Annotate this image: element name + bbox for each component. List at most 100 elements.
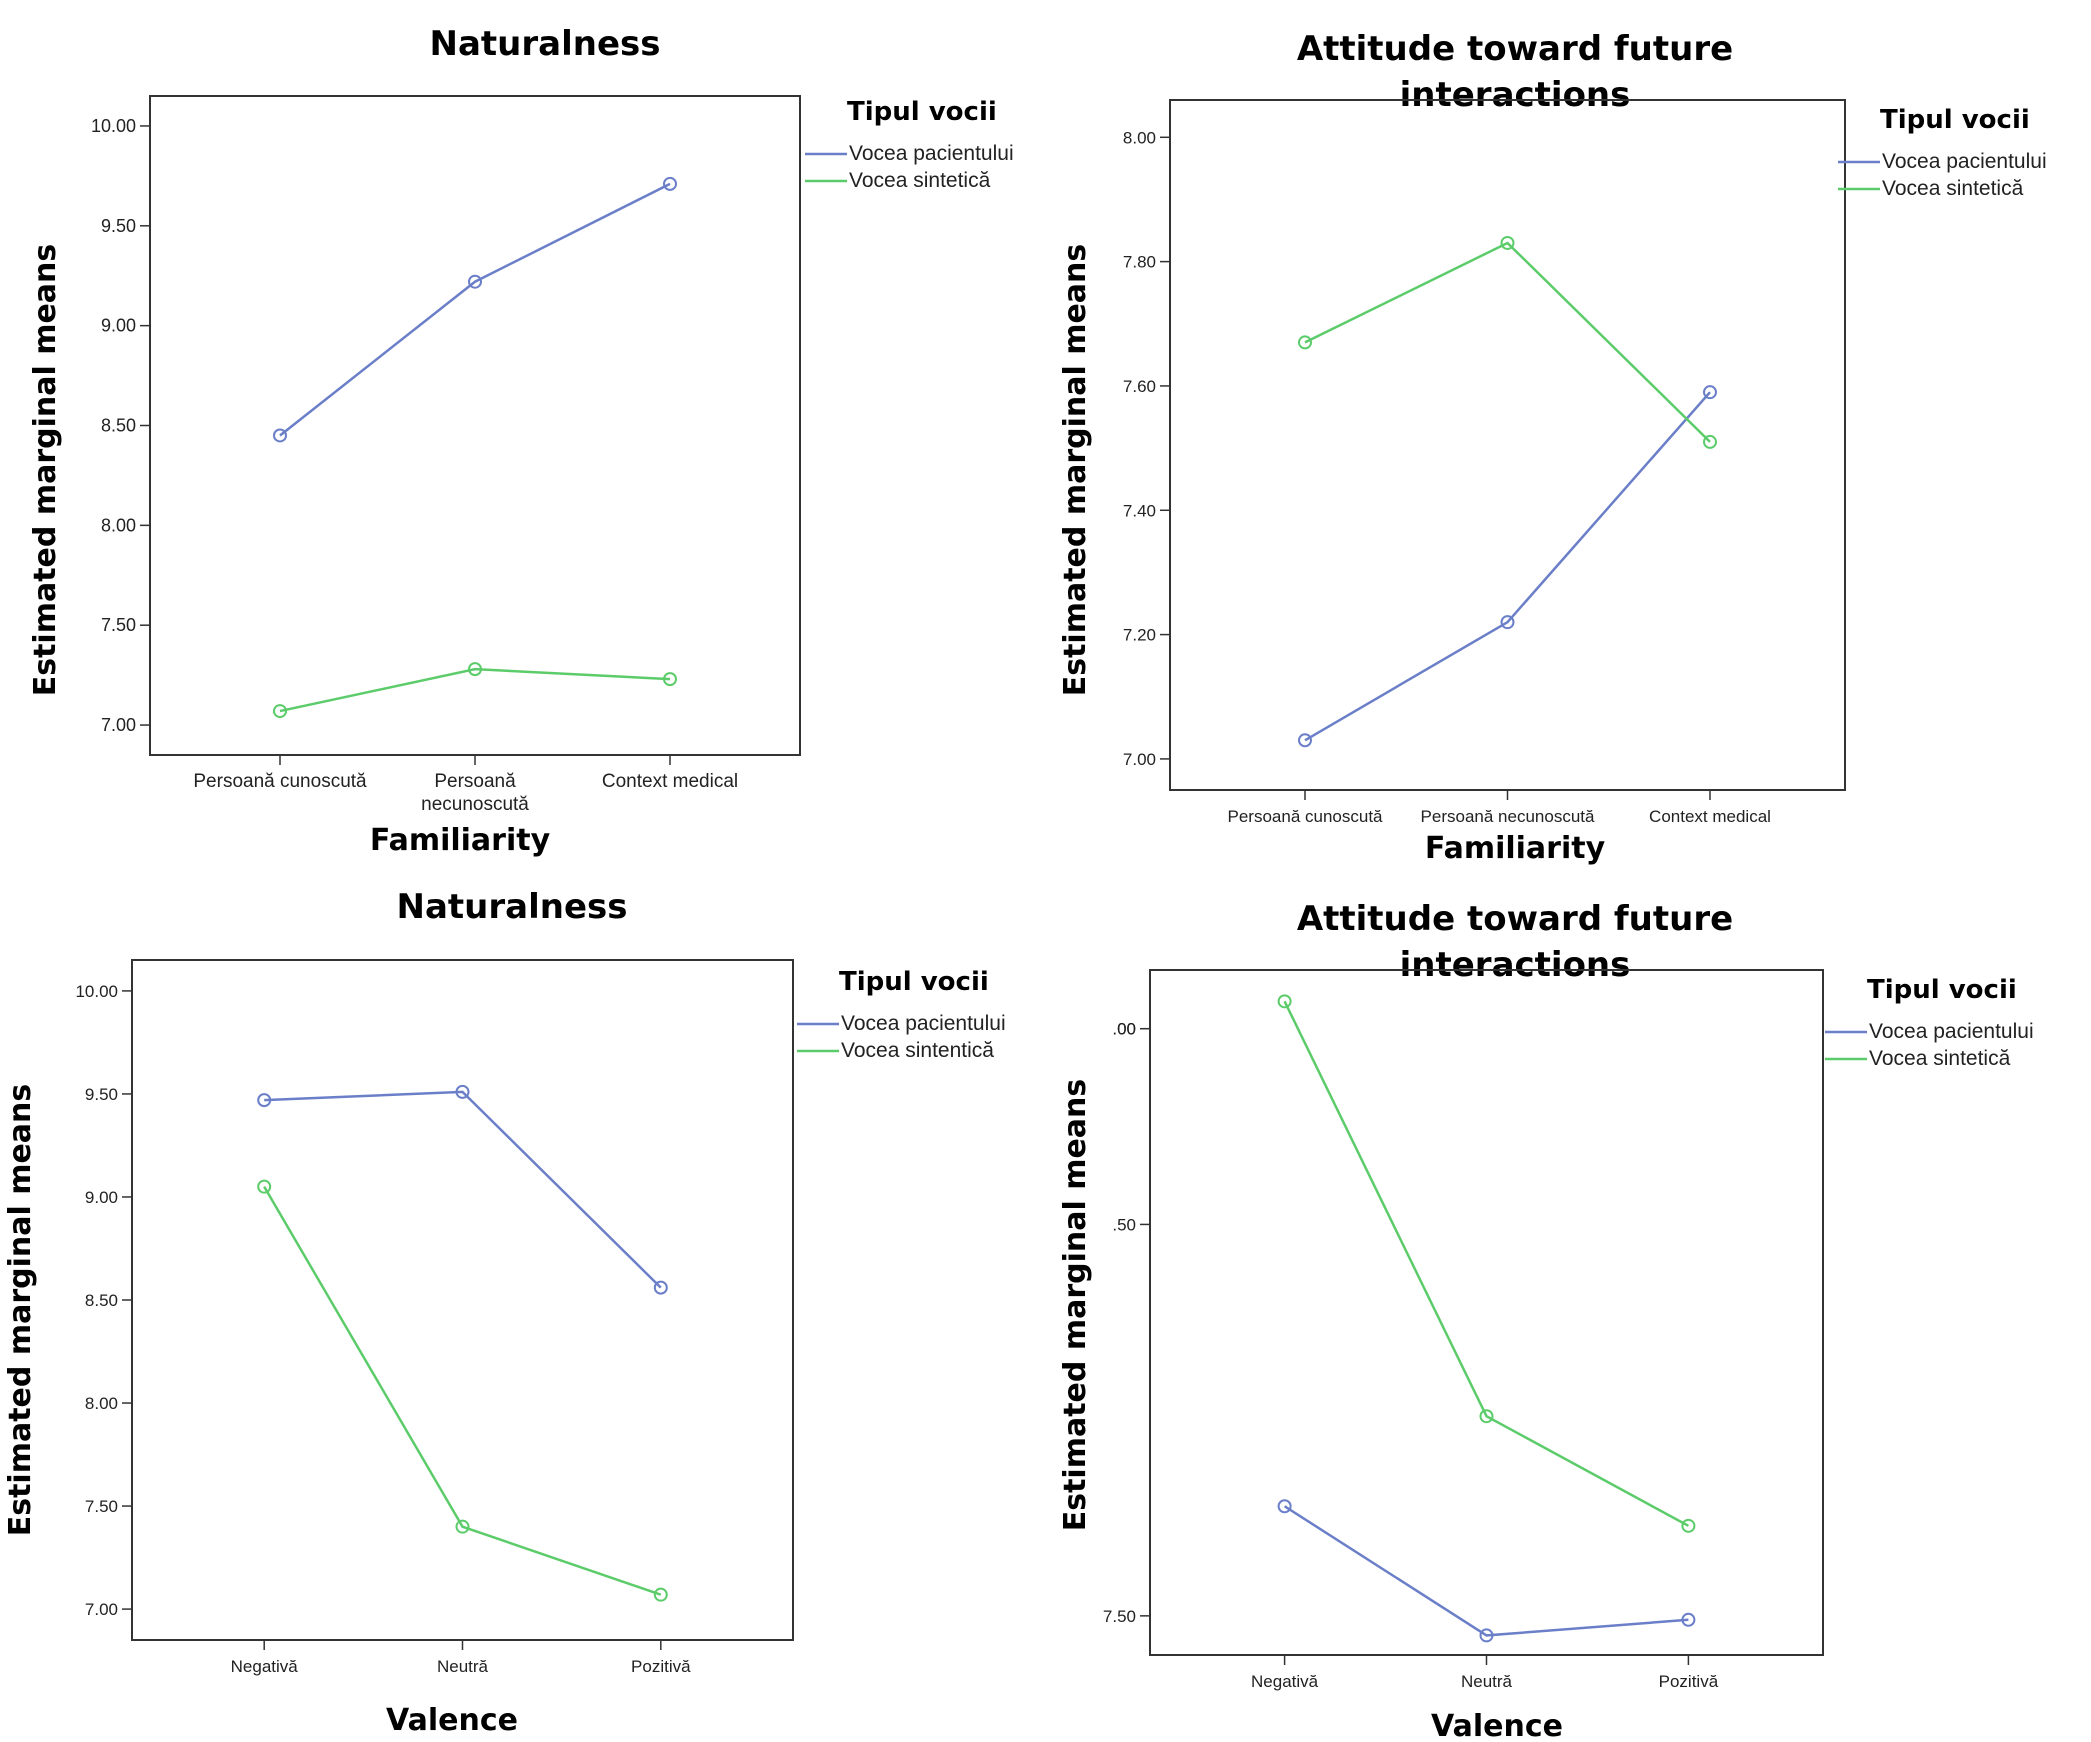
chart-title: Attitude toward future [1297, 29, 1733, 69]
y-tick-label: 7.50 [1103, 1607, 1136, 1626]
y-tick-label: 7.20 [1123, 626, 1156, 645]
chart-panel-naturalness-valence: Naturalness 7.00 7.50 8.00 8.50 9.00 9.50 10.00… [0, 870, 1045, 1742]
data-point [653, 1280, 668, 1295]
data-point [1500, 235, 1515, 250]
y-tick-label: 10.00 [91, 116, 136, 136]
y-tick-label: 7.00 [101, 715, 136, 735]
chart-title: Attitude toward future [1297, 899, 1733, 939]
x-tick-label: Negativă [1251, 1672, 1319, 1691]
data-point [1681, 1518, 1696, 1533]
y-tick-label: 8.00 [1123, 128, 1156, 147]
y-tick-label: .50 [1112, 1215, 1136, 1234]
data-point [257, 1093, 272, 1108]
data-point [1681, 1612, 1696, 1627]
x-tick-label: Persoană necunoscută [1421, 807, 1595, 826]
x-tick-label: Persoană cunoscută [1228, 807, 1384, 826]
data-point [1479, 1409, 1494, 1424]
legend-title: Tipul vocii [1880, 105, 2030, 135]
x-axis-title: Familiarity [370, 823, 551, 858]
series-line [264, 1090, 662, 1289]
series-line [1304, 391, 1711, 742]
y-tick-label: 7.00 [85, 1600, 118, 1619]
data-point [468, 662, 482, 677]
legend-entry: Vocea sintetică [1882, 177, 2024, 200]
legend-entry: Vocea sintetică [849, 169, 991, 192]
x-tick-label: necunoscută [421, 794, 529, 815]
y-tick-label: 9.00 [101, 316, 136, 336]
chart-svg: Attitude toward future interactions 7.00 7.… [1058, 29, 2047, 866]
chart-panel-attitude-valence: Attitude toward future interactions .00 .50… [1045, 870, 2091, 1742]
data-point [1703, 385, 1717, 400]
legend-entry: Vocea sintentică [841, 1039, 994, 1062]
y-tick-label: 7.40 [1123, 501, 1156, 520]
data-point [455, 1519, 470, 1534]
x-tick-label: Neutră [1461, 1672, 1513, 1691]
legend-title: Tipul vocii [847, 97, 997, 127]
y-tick-label: 7.50 [101, 615, 136, 635]
chart-title: interactions [1400, 75, 1631, 115]
x-tick-label: Neutră [437, 1657, 489, 1676]
data-point [653, 1587, 668, 1602]
x-tick-label: Persoană [434, 771, 516, 792]
chart-svg: Naturalness 7.00 7.50 8.00 8.50 9.00 9.50 10.00… [3, 887, 1006, 1738]
series-line [279, 667, 671, 713]
data-point [663, 672, 677, 687]
x-tick-label: Pozitivă [1659, 1672, 1719, 1691]
data-point [1703, 434, 1717, 449]
y-axis-title: Estimated marginal means [3, 1084, 38, 1537]
series-line [279, 182, 671, 437]
data-point [273, 704, 287, 719]
legend-title: Tipul vocii [1867, 975, 2017, 1005]
legend-entry: Vocea pacientului [1869, 1020, 2034, 1043]
legend-entry: Vocea pacientului [849, 142, 1014, 165]
chart-svg: Naturalness 7.00 7.50 8.00 8.50 9.00 9.50 10.00… [28, 24, 1014, 858]
y-tick-label: 8.50 [101, 416, 136, 436]
chart-title: Naturalness [397, 887, 628, 927]
legend-title: Tipul vocii [839, 967, 989, 997]
y-tick-label: 9.50 [85, 1085, 118, 1104]
legend-entry: Vocea pacientului [1882, 150, 2047, 173]
plot-frame [1169, 99, 1846, 791]
plot-frame [1149, 969, 1824, 1656]
series-line [263, 1186, 662, 1596]
data-point [663, 176, 677, 191]
y-tick-label: 9.50 [101, 216, 136, 236]
legend-entry: Vocea pacientului [841, 1012, 1006, 1035]
x-tick-label: Context medical [1649, 807, 1771, 826]
data-point [1298, 335, 1312, 350]
x-tick-label: Context medical [602, 771, 738, 792]
y-axis-title: Estimated marginal means [1058, 244, 1093, 697]
legend-entry: Vocea sintetică [1869, 1047, 2011, 1070]
y-tick-label: .00 [1112, 1020, 1136, 1039]
x-axis-title: Valence [1431, 1709, 1563, 1742]
y-tick-label: 7.80 [1123, 253, 1156, 272]
y-tick-label: 8.00 [101, 515, 136, 535]
y-tick-label: 7.50 [85, 1497, 118, 1516]
y-tick-label: 8.50 [85, 1291, 118, 1310]
data-point [455, 1084, 470, 1099]
data-point [468, 274, 482, 289]
y-axis-title: Estimated marginal means [28, 244, 63, 697]
data-point [1277, 994, 1292, 1009]
chart-svg: Attitude toward future interactions .00 .50… [1058, 899, 2034, 1742]
x-axis-title: Valence [386, 1703, 518, 1738]
y-axis-title: Estimated marginal means [1058, 1079, 1093, 1532]
series-line [1283, 1505, 1689, 1637]
data-point [257, 1179, 272, 1194]
y-tick-label: 8.00 [85, 1394, 118, 1413]
x-tick-label: Pozitivă [631, 1657, 691, 1676]
data-point [1500, 615, 1515, 630]
y-tick-label: 9.00 [85, 1188, 118, 1207]
data-point [1298, 733, 1312, 748]
plot-frame [149, 95, 801, 756]
data-point [273, 428, 287, 443]
chart-panel-attitude-familiarity: Attitude toward future interactions 7.00 7.… [1045, 0, 2091, 870]
chart-title: Naturalness [430, 24, 661, 64]
data-point [1277, 1499, 1292, 1514]
series-line [1304, 241, 1711, 443]
x-tick-label: Persoană cunoscută [193, 771, 367, 792]
x-tick-label: Negativă [231, 1657, 299, 1676]
chart-panel-naturalness-familiarity: Naturalness 7.00 7.50 8.00 8.50 9.00 9.50 10.00… [0, 0, 1045, 870]
y-tick-label: .00 [1112, 1020, 1136, 1039]
y-tick-label: 10.00 [75, 982, 118, 1001]
